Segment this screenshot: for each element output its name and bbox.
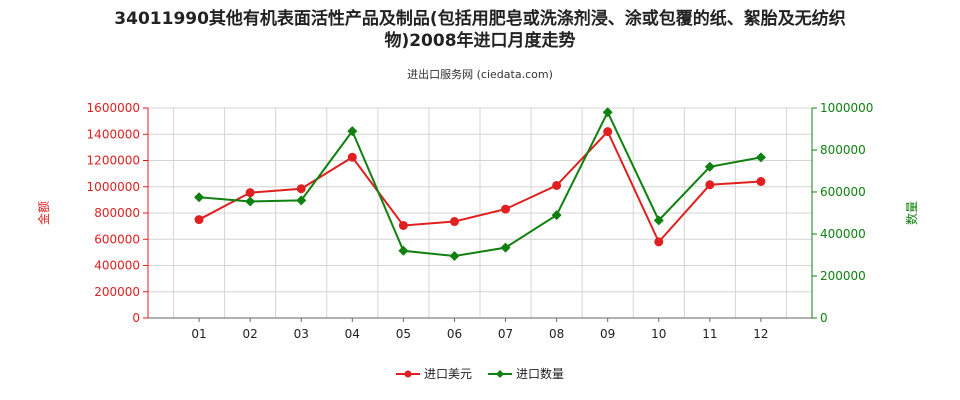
y-axis-left-title: 金额 <box>36 201 51 225</box>
y-right-tick-label: 800000 <box>820 143 866 157</box>
data-point <box>347 152 357 162</box>
legend-item-1: 进口美元 <box>396 367 472 381</box>
y-right-tick-label: 400000 <box>820 227 866 241</box>
data-point <box>603 127 613 137</box>
y-right-tick-label: 1000000 <box>820 101 873 115</box>
data-point <box>194 192 205 203</box>
data-point <box>449 217 459 227</box>
y-left-tick-label: 1200000 <box>87 154 140 168</box>
x-tick-label: 04 <box>345 327 360 341</box>
y-left-tick-label: 1400000 <box>87 127 140 141</box>
chart-title: 34011990其他有机表面活性产品及制品(包括用肥皂或洗涤剂浸、涂或包覆的纸、… <box>0 8 960 52</box>
legend-label: 进口数量 <box>516 366 564 381</box>
series-1 <box>194 127 766 247</box>
y-axis-right-title: 数量 <box>904 201 919 225</box>
data-point <box>398 245 409 256</box>
axes <box>143 107 817 322</box>
x-tick-label: 02 <box>243 327 258 341</box>
data-point <box>296 195 307 206</box>
data-point <box>398 220 408 230</box>
x-tick-label: 11 <box>702 327 717 341</box>
data-point <box>296 184 306 194</box>
chart-subtitle: 进出口服务网 (ciedata.com) <box>407 68 553 81</box>
data-point <box>347 126 358 137</box>
data-point <box>194 215 204 225</box>
data-point <box>551 210 562 221</box>
x-tick-label: 01 <box>191 327 206 341</box>
series-line-2 <box>198 109 762 258</box>
x-tick-label: 10 <box>651 327 666 341</box>
data-point <box>449 251 460 262</box>
legend: 进口美元 进口数量 <box>396 366 564 381</box>
data-point <box>756 177 766 186</box>
y-left-tick-label: 400000 <box>94 259 140 273</box>
x-tick-label: 07 <box>498 327 513 341</box>
x-tick-label: 12 <box>753 327 768 341</box>
series-layer <box>194 107 766 262</box>
y-right-tick-label: 0 <box>820 311 828 325</box>
data-point <box>654 237 664 247</box>
grid-lines <box>148 107 812 318</box>
y-left-tick-label: 1000000 <box>87 180 140 194</box>
data-point <box>552 180 562 190</box>
legend-swatch-marker <box>404 370 412 378</box>
y-left-tick-label: 600000 <box>94 232 140 246</box>
chart-title-line-2: 物)2008年进口月度走势 <box>384 31 576 51</box>
data-point <box>245 188 255 198</box>
x-tick-label: 06 <box>447 327 462 341</box>
y-left-tick-label: 200000 <box>94 285 140 299</box>
tick-labels: 0 200000 400000 600000 800000 1000000 1200000 1… <box>87 101 874 341</box>
y-right-tick-label: 200000 <box>820 269 866 283</box>
x-tick-label: 03 <box>294 327 309 341</box>
y-left-tick-label: 800000 <box>94 206 140 220</box>
legend-item-2: 进口数量 <box>488 366 564 381</box>
legend-swatch-marker <box>496 370 504 378</box>
y-right-tick-label: 600000 <box>820 185 866 199</box>
x-tick-label: 05 <box>396 327 411 341</box>
x-tick-label: 08 <box>549 327 564 341</box>
series-line-1 <box>198 129 761 244</box>
data-point <box>500 242 511 253</box>
data-point <box>704 161 715 172</box>
data-point <box>602 107 613 118</box>
chart-title-line-1: 34011990其他有机表面活性产品及制品(包括用肥皂或洗涤剂浸、涂或包覆的纸、… <box>114 9 846 29</box>
y-left-tick-label: 1600000 <box>87 101 140 115</box>
data-point <box>705 180 715 190</box>
y-left-tick-label: 0 <box>132 311 140 325</box>
legend-label: 进口美元 <box>424 367 472 381</box>
data-point <box>755 152 766 163</box>
x-tick-label: 09 <box>600 327 615 341</box>
data-point <box>245 196 256 207</box>
data-point <box>653 215 664 226</box>
series-2 <box>194 107 766 262</box>
data-point <box>501 204 511 214</box>
